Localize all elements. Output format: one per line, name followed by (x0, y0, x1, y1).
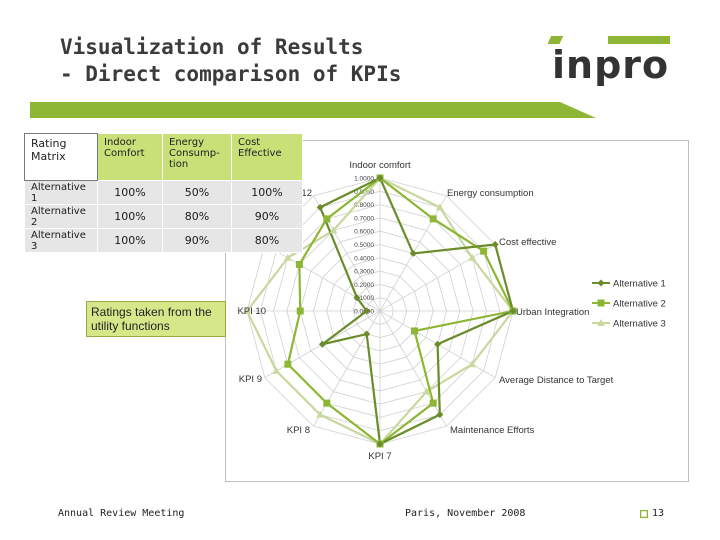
data-point (509, 307, 517, 315)
axis-label: KPI 9 (239, 374, 262, 385)
data-point (429, 215, 437, 223)
data-point (429, 399, 437, 407)
title-rule (30, 102, 596, 118)
tick-label: 0.2000 (354, 282, 374, 289)
data-point (363, 307, 371, 315)
data-point (316, 203, 324, 211)
tick-label: 0.4000 (354, 255, 374, 262)
tick-label: 0.1000 (354, 295, 374, 302)
title-line-2: - Direct comparison of KPIs (60, 62, 402, 86)
data-point (376, 440, 384, 448)
table-row: Alternative 2 100% 80% 90% (24, 204, 303, 229)
data-point (323, 399, 331, 407)
data-point (435, 203, 444, 211)
data-point (434, 340, 442, 348)
table-cell: 90% (162, 228, 232, 253)
data-point (597, 279, 605, 287)
tick-label: 0.8000 (354, 202, 374, 209)
legend-label: Alternative 2 (613, 299, 666, 310)
data-point (295, 260, 303, 268)
data-point (316, 410, 325, 418)
row-label: Alternative 3 (24, 228, 98, 253)
table-cell: 100% (231, 180, 303, 205)
table-cell: 80% (162, 204, 232, 229)
footer-location-date: Paris, November 2008 (405, 508, 526, 519)
col-energy-consumption: Energy Consump-tion (162, 133, 232, 181)
table-cell: 50% (162, 180, 232, 205)
data-point (323, 215, 331, 223)
table-cell: 100% (97, 180, 163, 205)
data-point (597, 319, 605, 326)
row-label: Alternative 1 (24, 180, 98, 205)
table-cell: 100% (97, 228, 163, 253)
ratings-note: Ratings taken from the utility functions (86, 301, 226, 337)
data-point (353, 294, 361, 302)
data-point (318, 340, 326, 348)
data-point (480, 247, 488, 255)
axis-label: Urban Integration (516, 307, 589, 318)
table-cell: 100% (97, 204, 163, 229)
tick-label: 0.7000 (354, 215, 374, 222)
axis-label: KPI 8 (287, 425, 310, 436)
col-cost-effective: Cost Effective (231, 133, 303, 181)
axis-label: 12 (301, 188, 312, 199)
data-point (243, 307, 251, 314)
legend-label: Alternative 1 (613, 279, 666, 290)
title-line-1: Visualization of Results (60, 35, 364, 59)
table-cell: 80% (231, 228, 303, 253)
table-cell: 90% (231, 204, 303, 229)
footer-meeting: Annual Review Meeting (58, 508, 185, 519)
rating-matrix: Rating Matrix Indoor Comfort Energy Cons… (24, 133, 303, 253)
tick-label: 1.0000 (354, 176, 374, 183)
axis-label: KPI 7 (368, 451, 391, 462)
data-point (411, 327, 419, 335)
grid-spoke (264, 244, 381, 312)
matrix-corner: Rating Matrix (24, 133, 98, 181)
axis-label: Average Distance to Target (499, 375, 614, 386)
data-point (329, 226, 338, 234)
data-point (376, 174, 384, 182)
axis-label: Indoor comfort (349, 160, 411, 171)
data-point (468, 253, 477, 261)
data-point (363, 330, 371, 338)
inpro-logo: inpro (548, 36, 670, 87)
tick-label: 0.9000 (354, 189, 374, 196)
square-bullet-icon (640, 510, 648, 518)
page-number: 13 (652, 508, 665, 519)
data-point (468, 360, 477, 368)
axis-label: Cost effective (499, 237, 556, 248)
data-point (491, 241, 499, 248)
slide-title: Visualization of Results - Direct compar… (60, 34, 401, 88)
grid-spoke (313, 310, 381, 427)
table-row: Alternative 1 100% 50% 100% (24, 180, 303, 205)
legend-label: Alternative 3 (613, 319, 666, 330)
tick-label: 0.3000 (354, 269, 374, 276)
data-point (272, 366, 281, 374)
row-label: Alternative 2 (24, 204, 98, 229)
tick-label: 0.5000 (354, 242, 374, 249)
axis-label: KPI 10 (237, 306, 266, 317)
data-point (409, 249, 417, 257)
data-point (283, 253, 292, 261)
grid-spoke (379, 310, 447, 427)
data-point (422, 387, 431, 395)
data-point (597, 299, 605, 307)
tick-label: 0.6000 (354, 229, 374, 236)
data-point (436, 411, 444, 419)
grid-spoke (379, 244, 496, 312)
table-row: Alternative 3 100% 90% 80% (24, 228, 303, 253)
logo-text: inpro (552, 43, 669, 87)
data-point (296, 307, 304, 315)
grid-spoke (313, 195, 381, 312)
col-indoor-comfort: Indoor Comfort (97, 133, 163, 181)
data-point (284, 360, 292, 368)
axis-label: Energy consumption (447, 188, 534, 199)
axis-label: Maintenance Efforts (450, 425, 535, 436)
